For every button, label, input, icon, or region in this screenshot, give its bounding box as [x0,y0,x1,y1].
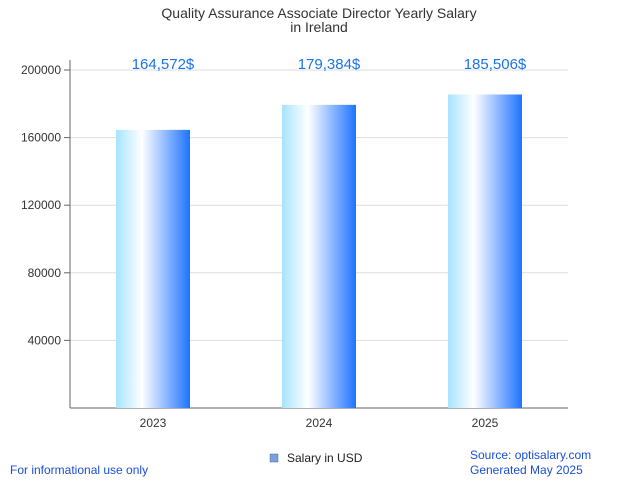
x-tick-label: 2023 [140,416,167,430]
value-label: 164,572$ [132,56,195,73]
value-label: 179,384$ [298,56,361,73]
chart-subtitle: in Ireland [290,19,348,35]
chart-title: Quality Assurance Associate Director Yea… [161,5,476,21]
y-tick-label: 120000 [21,198,61,212]
value-labels: 164,572$ 179,384$ 185,506$ [132,56,527,73]
legend-label: Salary in USD [287,451,363,465]
y-tick-label: 40000 [28,333,62,347]
y-tick-label: 80000 [28,266,62,280]
legend: Salary in USD [269,451,363,465]
footer-disclaimer: For informational use only [10,463,148,477]
bars [116,94,522,409]
footer-generated: Generated May 2025 [470,463,583,477]
x-tick-label: 2025 [472,416,499,430]
legend-swatch [269,453,279,463]
y-tick-label: 160000 [21,131,61,145]
bar-2024 [282,104,356,409]
footer-source: Source: optisalary.com [470,448,591,462]
bar-2023 [116,129,190,408]
value-label: 185,506$ [464,56,527,73]
y-tick-label: 200000 [21,63,61,77]
bar-2025 [448,94,522,408]
x-tick-label: 2024 [306,416,333,430]
